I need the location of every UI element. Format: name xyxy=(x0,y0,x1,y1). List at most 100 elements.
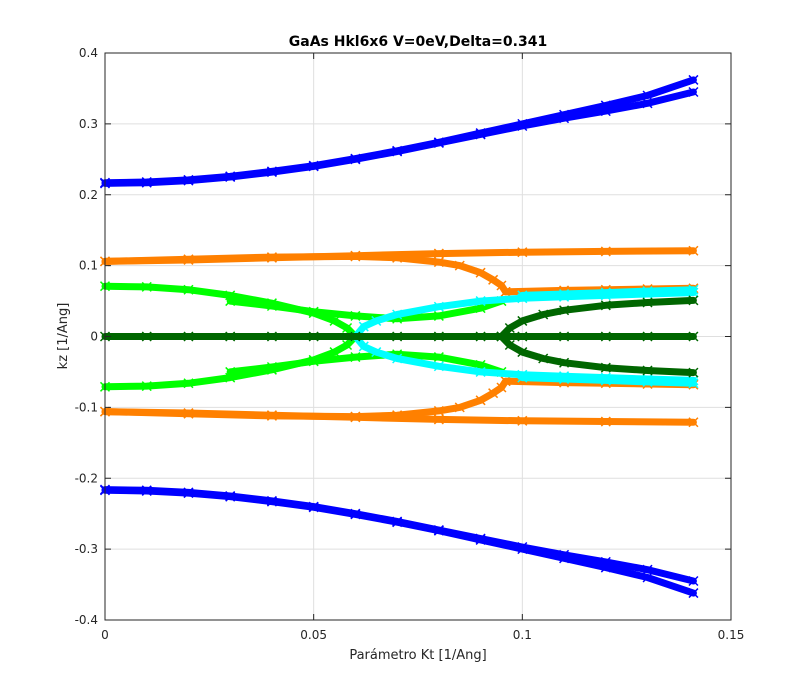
data-point xyxy=(141,331,152,342)
data-point xyxy=(225,296,236,307)
data-point xyxy=(517,315,528,326)
data-point xyxy=(350,154,361,165)
data-point xyxy=(392,517,403,528)
y-tick-label: 0 xyxy=(90,330,98,344)
y-tick-label: -0.3 xyxy=(75,542,98,556)
data-point xyxy=(600,300,611,311)
data-point xyxy=(350,352,361,363)
data-point xyxy=(433,248,444,259)
data-point xyxy=(433,525,444,536)
data-point xyxy=(433,310,444,321)
data-point xyxy=(559,357,570,368)
data-point xyxy=(350,411,361,422)
x-tick-label: 0 xyxy=(101,628,109,642)
data-point xyxy=(504,322,515,334)
series-18 xyxy=(99,331,699,342)
data-point xyxy=(308,502,319,513)
data-point xyxy=(517,247,528,258)
data-point xyxy=(350,310,361,321)
data-point xyxy=(517,544,528,555)
data-point xyxy=(329,315,340,326)
data-point xyxy=(688,367,699,378)
data-point xyxy=(350,251,361,262)
data-point xyxy=(600,331,611,342)
data-point xyxy=(600,246,611,257)
data-point xyxy=(642,286,653,297)
y-tick-label: 0.1 xyxy=(79,259,98,273)
data-point xyxy=(266,300,277,312)
data-point xyxy=(475,534,486,545)
data-point xyxy=(433,405,444,416)
y-tick-label: -0.1 xyxy=(75,400,98,414)
data-point xyxy=(371,347,382,358)
data-point xyxy=(496,382,507,393)
data-point xyxy=(454,260,465,271)
data-point xyxy=(342,339,353,351)
data-point xyxy=(183,408,194,419)
data-point xyxy=(600,106,611,117)
data-point xyxy=(392,410,403,421)
data-point xyxy=(225,366,236,377)
data-point xyxy=(688,86,699,98)
data-point xyxy=(266,167,277,178)
data-point xyxy=(266,252,277,263)
data-point xyxy=(433,137,444,149)
data-point xyxy=(266,410,277,421)
data-point xyxy=(600,287,611,298)
data-point xyxy=(559,331,570,342)
data-point xyxy=(433,257,444,268)
data-point xyxy=(475,331,486,342)
data-point xyxy=(688,284,699,295)
data-point xyxy=(358,341,369,352)
data-point xyxy=(433,301,444,312)
series-1 xyxy=(99,86,699,189)
data-point xyxy=(225,172,236,183)
data-point xyxy=(642,331,653,342)
data-point xyxy=(183,254,194,265)
data-point xyxy=(266,496,277,507)
data-point xyxy=(642,90,653,101)
data-point xyxy=(517,331,528,342)
data-point xyxy=(475,395,486,406)
data-point xyxy=(266,331,277,342)
y-tick-label: 0.3 xyxy=(79,117,98,131)
data-point xyxy=(358,321,369,332)
y-tick-label: 0.4 xyxy=(79,46,98,60)
series-layer xyxy=(99,74,699,599)
x-tick-label: 0.1 xyxy=(513,628,532,642)
data-point xyxy=(642,98,653,109)
data-point xyxy=(504,339,515,351)
y-axis-label: kz [1/Ang] xyxy=(56,303,71,370)
series-3 xyxy=(99,485,699,599)
data-point xyxy=(642,365,653,376)
data-point xyxy=(517,372,528,383)
data-point xyxy=(141,381,152,392)
data-point xyxy=(642,564,653,575)
data-point xyxy=(688,245,699,256)
data-point xyxy=(371,315,382,326)
data-point xyxy=(559,288,570,300)
y-tick-label: -0.2 xyxy=(75,471,98,485)
data-point xyxy=(642,376,653,387)
data-point xyxy=(475,366,486,377)
data-point xyxy=(392,146,403,157)
data-point xyxy=(500,286,511,297)
data-point xyxy=(517,120,528,132)
series-17 xyxy=(517,372,699,389)
chart-title: GaAs Hkl6x6 V=0eV,Delta=0.341 xyxy=(289,34,547,50)
x-tick-label: 0.15 xyxy=(718,628,745,642)
data-point xyxy=(308,161,319,172)
data-point xyxy=(688,575,699,587)
data-point xyxy=(475,129,486,140)
data-point xyxy=(392,252,403,263)
data-point xyxy=(688,378,699,389)
y-tick-label: 0.2 xyxy=(79,188,98,202)
data-point xyxy=(517,290,528,301)
data-point xyxy=(600,416,611,427)
x-tick-label: 0.05 xyxy=(300,628,327,642)
data-point xyxy=(538,309,549,320)
data-point xyxy=(600,362,611,373)
data-point xyxy=(225,331,236,342)
data-point xyxy=(496,331,507,342)
data-point xyxy=(183,488,194,499)
